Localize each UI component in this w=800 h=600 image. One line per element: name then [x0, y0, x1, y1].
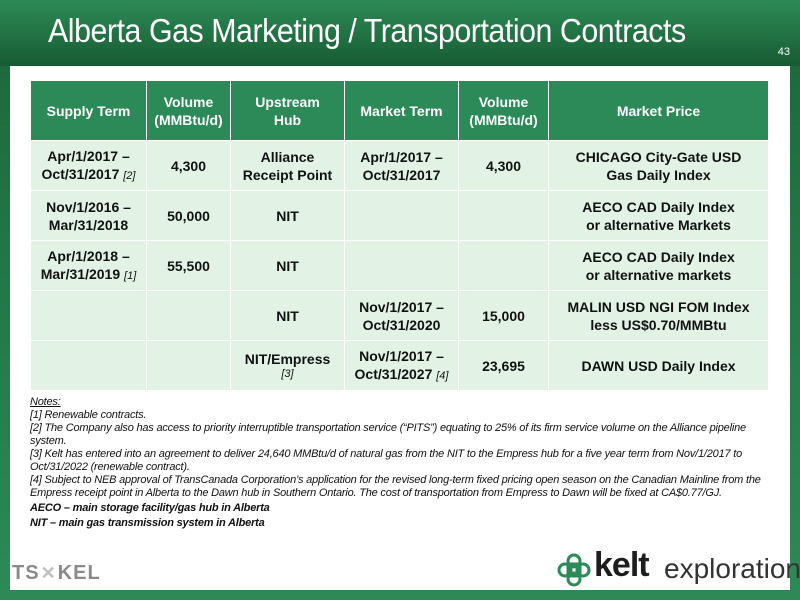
cell-market-term-text: Nov/1/2017 – Oct/31/2020 [359, 298, 444, 333]
cell-upstream-hub-text: NIT [276, 257, 299, 274]
contracts-table: Supply Term Volume (MMBtu/d) Upstream Hub … [30, 80, 769, 391]
cell-supply-volume [146, 340, 231, 391]
table-header-row: Supply Term Volume (MMBtu/d) Upstream Hub … [30, 80, 769, 141]
notes-heading: Notes: [30, 396, 61, 408]
cell-upstream-hub: NIT/Empress [3] [230, 340, 345, 391]
ticker-prefix: TS [12, 562, 40, 584]
cell-market-volume: 4,300 [458, 140, 549, 191]
cell-supply-volume-text: 4,300 [170, 157, 207, 174]
table-row: NIT/Empress [3] Nov/1/2017 – Oct/31/2027 [4… [30, 340, 769, 391]
cell-upstream-hub: NIT [230, 190, 345, 241]
cell-supply-volume-text: 50,000 [167, 207, 210, 224]
column-header-market-volume: Volume (MMBtu/d) [458, 80, 549, 141]
cell-supply-volume [146, 290, 231, 341]
note-item: [4] Subject to NEB approval of TransCana… [30, 474, 761, 499]
cell-supply-term: Apr/1/2017 – Oct/31/2017 [2] [30, 140, 147, 191]
footnote-reference: [4] [436, 369, 449, 382]
cell-upstream-hub: Alliance Receipt Point [230, 140, 345, 191]
table-row: Apr/1/2017 – Oct/31/2017 [2] 4,300 Alliance… [30, 140, 769, 191]
cell-market-price: DAWN USD Daily Index [548, 340, 769, 391]
bottom-frame-band [0, 590, 800, 600]
cell-supply-term-text: Apr/1/2018 – Mar/31/2019 [40, 247, 130, 282]
cell-market-volume: 15,000 [458, 290, 549, 341]
cell-market-price-text: MALIN USD NGI FOM Index less US$0.70/MMBt… [567, 298, 750, 333]
footnote-reference: [2] [123, 169, 136, 182]
cell-market-price: CHICAGO City-Gate USD Gas Daily Index [548, 140, 769, 191]
cell-market-term [344, 190, 459, 241]
cell-upstream-hub: NIT [230, 240, 345, 291]
cell-supply-term: Apr/1/2018 – Mar/31/2019 [1] [30, 240, 147, 291]
page-title: Alberta Gas Marketing / Transportation C… [48, 12, 686, 49]
cell-market-price: MALIN USD NGI FOM Index less US$0.70/MMBt… [548, 290, 769, 341]
cell-market-volume [458, 240, 549, 291]
cell-supply-volume: 55,500 [146, 240, 231, 291]
column-header-supply-term: Supply Term [30, 80, 147, 141]
column-header-market-price: Market Price [548, 80, 769, 141]
cell-supply-term [30, 340, 147, 391]
cell-upstream-hub-text: NIT/Empress [244, 351, 331, 367]
note-item: [1] Renewable contracts. [30, 409, 147, 421]
note-item: [3] Kelt has entered into an agreement t… [30, 448, 743, 473]
cell-supply-volume-text: 55,500 [167, 257, 210, 274]
cell-market-price-text: AECO CAD Daily Index or alternative marke… [582, 248, 735, 283]
logo-word-kelt: kelt [594, 546, 650, 584]
table-row: Nov/1/2016 – Mar/31/2018 50,000 NIT AECO CAD… [30, 190, 769, 241]
cell-supply-term-text: Nov/1/2016 – Mar/31/2018 [46, 198, 131, 233]
cell-upstream-hub-text: Alliance Receipt Point [242, 148, 333, 183]
cell-market-term-text: Nov/1/2017 – Oct/31/2027 [354, 347, 444, 382]
cell-market-volume: 23,695 [458, 340, 549, 391]
notes-section: Notes: [1] Renewable contracts. [2] The … [30, 396, 775, 530]
cell-market-volume-text: 23,695 [482, 357, 525, 374]
cell-upstream-hub-text: NIT [276, 207, 299, 224]
column-header-upstream-hub: Upstream Hub [230, 80, 345, 141]
cell-market-volume-text: 15,000 [482, 307, 525, 324]
definition-nit: NIT – main gas transmission system in Al… [30, 517, 265, 529]
note-item: [2] The Company also has access to prior… [30, 422, 746, 447]
ticker-label: TS✕KEL [12, 562, 101, 585]
cell-market-price: AECO CAD Daily Index or alternative Marke… [548, 190, 769, 241]
cell-supply-term: Nov/1/2016 – Mar/31/2018 [30, 190, 147, 241]
cell-market-price-text: CHICAGO City-Gate USD Gas Daily Index [575, 148, 742, 183]
cell-market-price-text: AECO CAD Daily Index or alternative Marke… [582, 198, 735, 233]
column-header-supply-volume: Volume (MMBtu/d) [146, 80, 231, 141]
tsx-x-icon: ✕ [40, 563, 57, 583]
cell-market-volume-text: 4,300 [485, 157, 522, 174]
celtic-knot-icon [557, 553, 591, 587]
cell-market-term: Nov/1/2017 – Oct/31/2020 [344, 290, 459, 341]
table-row: NIT Nov/1/2017 – Oct/31/2020 15,000 MALIN US… [30, 290, 769, 341]
right-frame-band [790, 66, 800, 600]
cell-supply-volume: 4,300 [146, 140, 231, 191]
cell-upstream-hub-text: NIT [276, 307, 299, 324]
footnote-reference: [3] [281, 368, 294, 380]
definition-aeco: AECO – main storage facility/gas hub in … [30, 502, 270, 514]
cell-market-term: Apr/1/2017 – Oct/31/2017 [344, 140, 459, 191]
cell-market-price: AECO CAD Daily Index or alternative marke… [548, 240, 769, 291]
cell-supply-term [30, 290, 147, 341]
cell-market-term-text: Apr/1/2017 – Oct/31/2017 [360, 148, 443, 183]
footnote-reference: [1] [124, 269, 137, 282]
cell-market-price-text: DAWN USD Daily Index [581, 357, 736, 374]
slide-number: 43 [777, 46, 790, 58]
cell-supply-term-text: Apr/1/2017 – Oct/31/2017 [41, 147, 130, 182]
left-frame-band [0, 66, 10, 600]
logo-word-exploration: exploration [664, 553, 800, 584]
table-row: Apr/1/2018 – Mar/31/2019 [1] 55,500 NIT AECO… [30, 240, 769, 291]
title-bar: Alberta Gas Marketing / Transportation C… [0, 0, 800, 66]
cell-upstream-hub: NIT [230, 290, 345, 341]
ticker-suffix: KEL [57, 562, 101, 584]
cell-market-term [344, 240, 459, 291]
column-header-market-term: Market Term [344, 80, 459, 141]
cell-supply-volume: 50,000 [146, 190, 231, 241]
cell-market-volume [458, 190, 549, 241]
cell-market-term: Nov/1/2017 – Oct/31/2027 [4] [344, 340, 459, 391]
